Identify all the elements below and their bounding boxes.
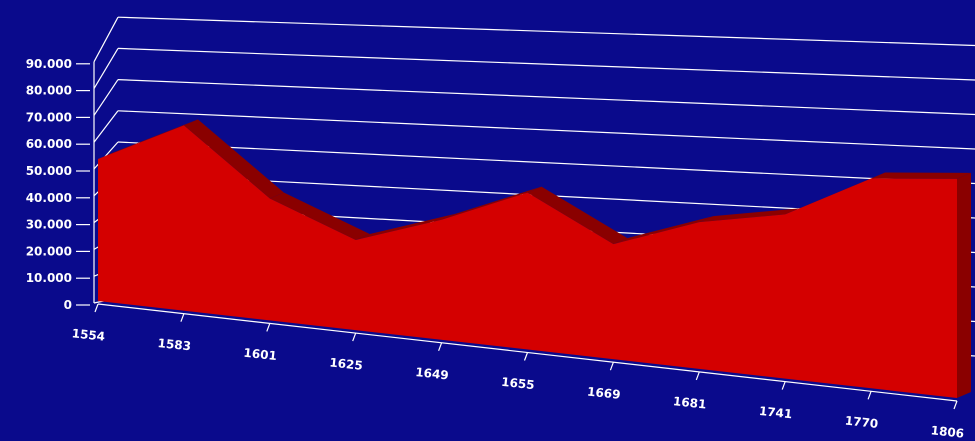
area-front-face [98,125,957,399]
x-tick-label: 1655 [501,375,536,392]
area-depth-segment-2 [269,192,370,240]
x-tick-mark [523,352,529,361]
gridline-side-7 [93,79,119,116]
x-tick-mark [438,342,443,352]
x-tick-mark [781,381,786,390]
gridline-5 [117,141,975,185]
x-tick-label: 1806 [930,423,965,440]
x-axis-ticks: 1554 1583 1601 1625 1649 1655 1669 1681 1741 1770… [71,303,965,441]
x-tick-mark [94,303,99,313]
x-tick-mark [953,400,958,410]
area-depth-segment-9 [871,172,971,179]
y-tick-label: 20.000 [26,244,72,258]
y-tick-label: 50.000 [26,164,72,178]
x-tick-label: 1583 [157,336,192,353]
x-tick-label: 1601 [243,346,278,363]
x-tick-mark [180,313,185,322]
y-tick-label: 0 [64,298,72,312]
gridline-8 [117,47,975,81]
y-tick-label: 80.000 [26,84,72,98]
y-axis-ticks: 0 10.000 20.000 30.000 40.000 50.000 60.000 70.… [26,57,90,312]
gridline-7 [117,79,975,116]
area-depth-segment-4 [441,186,542,220]
area-depth-segment-0 [98,119,198,159]
gridline-6 [117,110,975,150]
x-tick-label: 1625 [329,355,364,372]
y-tick-label: 90.000 [26,57,72,71]
x-tick-label: 1741 [758,404,793,421]
area-depth-segment-1 [183,119,284,199]
x-tick-label: 1770 [844,414,879,431]
area-depth-segment-7 [699,208,800,223]
area-series [98,119,971,399]
x-tick-label: 1649 [415,365,450,382]
x-tick-mark [266,323,271,332]
x-tick-mark [695,371,700,381]
x-tick-mark [867,391,872,400]
gridline-side-9 [93,16,119,63]
y-tick-label: 30.000 [26,218,72,232]
gridline-9 [117,16,975,47]
area-depth-segment-3 [355,213,456,240]
y-tick-label: 60.000 [26,137,72,151]
x-tick-mark [352,332,357,342]
x-tick-label: 1554 [71,326,106,343]
gridline-side-6 [93,110,119,143]
y-tick-label: 10.000 [26,271,72,285]
area-side-face [957,172,971,398]
area-depth-segment-8 [785,172,886,215]
area-depth-segment-5 [527,186,628,245]
area-depth-segment-6 [613,216,714,245]
y-tick-label: 40.000 [26,191,72,205]
x-tick-label: 1681 [672,394,707,411]
y-tick-label: 70.000 [26,110,72,124]
x-tick-label: 1669 [586,385,621,402]
x-tick-mark [609,361,614,371]
gridline-side-8 [93,48,119,89]
